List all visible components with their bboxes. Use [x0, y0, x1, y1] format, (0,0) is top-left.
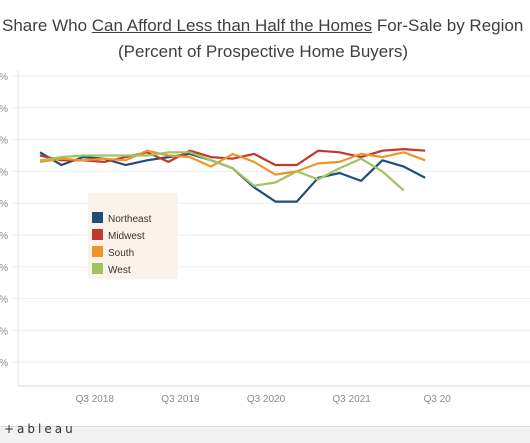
- y-tick-label: %: [0, 231, 8, 242]
- y-tick-label: %: [0, 167, 8, 178]
- x-tick-label: Q3 2020: [247, 394, 286, 405]
- chart-subtitle: (Percent of Prospective Home Buyers): [118, 42, 409, 61]
- series-line-midwest[interactable]: [39, 148, 426, 167]
- title-underlined: Can Afford Less than Half the Homes: [91, 16, 373, 35]
- x-tick-label: Q3 2018: [76, 394, 115, 405]
- title-pre: Share Who: [2, 16, 92, 35]
- y-tick-label: %: [0, 263, 8, 274]
- tableau-logo[interactable]: +ableau: [4, 422, 76, 436]
- y-tick-label: %: [0, 358, 8, 369]
- y-tick-label: %: [0, 199, 8, 210]
- x-axis: Q3 2018 Q3 2019 Q3 2020 Q3 2021 Q3 20: [76, 394, 452, 405]
- y-tick-label: %: [0, 104, 8, 115]
- series-line-west[interactable]: [39, 151, 405, 192]
- y-tick-label: %: [0, 295, 8, 306]
- legend-swatch-west[interactable]: [92, 263, 103, 274]
- x-tick-label: Q3 2019: [161, 394, 200, 405]
- y-tick-label: %: [0, 326, 8, 337]
- legend-swatch-midwest[interactable]: [92, 229, 103, 240]
- y-axis: %%%%%%%%%%: [0, 72, 8, 369]
- legend-swatch-northeast[interactable]: [92, 212, 103, 223]
- legend: Northeast Midwest South West: [88, 193, 178, 279]
- series-lines: [39, 148, 426, 203]
- legend-label[interactable]: Northeast: [108, 214, 152, 225]
- x-tick-label: Q3 20: [424, 394, 452, 405]
- legend-swatch-south[interactable]: [92, 246, 103, 257]
- tableau-footer: [0, 426, 530, 443]
- legend-label[interactable]: South: [108, 248, 134, 259]
- y-tick-label: %: [0, 136, 8, 147]
- title-line: Share Who Can Afford Less than Half the …: [2, 16, 523, 36]
- y-tick-label: %: [0, 72, 8, 83]
- title-post: For-Sale by Region: [372, 16, 524, 35]
- legend-label[interactable]: Midwest: [108, 231, 145, 242]
- x-tick-label: Q3 2021: [332, 394, 371, 405]
- legend-label[interactable]: West: [108, 265, 131, 276]
- series-line-south[interactable]: [39, 149, 426, 176]
